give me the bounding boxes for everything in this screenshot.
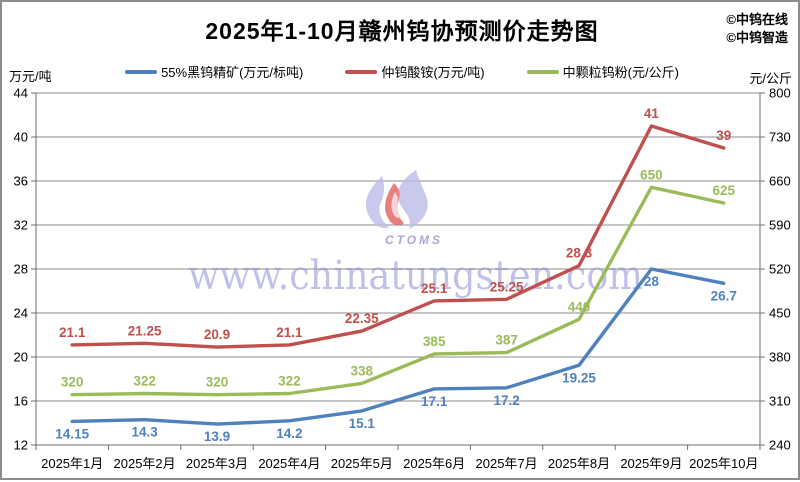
data-label: 14.2	[276, 426, 302, 441]
right-axis-tick-label: 800	[769, 86, 791, 101]
right-axis-tick-label: 240	[769, 438, 791, 453]
data-label: 20.9	[204, 327, 230, 342]
data-label: 387	[495, 333, 518, 348]
data-label: 14.3	[131, 425, 158, 440]
right-axis-unit: 元/公斤	[749, 71, 792, 86]
x-axis-category-label: 2025年9月	[620, 456, 682, 471]
left-axis-tick-label: 20	[14, 350, 28, 365]
logo-center-flame-highlight	[391, 192, 401, 219]
data-label: 625	[713, 183, 736, 198]
series-line-0	[70, 267, 726, 426]
legend-item-black-tungsten-concentrate: 55%黑钨精矿(万元/标吨)	[125, 62, 303, 81]
left-axis-tick-label: 40	[14, 130, 28, 145]
x-axis-category-label: 2025年8月	[548, 456, 610, 471]
data-label: 17.2	[493, 393, 519, 408]
x-axis-category-label: 2025年7月	[476, 456, 538, 471]
credit-line-2: ©中钨智造	[726, 30, 788, 45]
data-label: 385	[423, 334, 446, 349]
data-label: 19.25	[562, 370, 596, 385]
data-label: 650	[640, 167, 663, 182]
x-axis-category-label: 2025年3月	[186, 456, 248, 471]
watermark-logo-text: CTOMS	[385, 233, 443, 247]
x-axis-category-label: 2025年10月	[689, 456, 758, 471]
legend-line-blue-icon	[125, 69, 158, 74]
x-axis-category-label: 2025年2月	[114, 456, 176, 471]
chart-title: 2025年1-10月赣州钨协预测价走势图	[205, 18, 599, 44]
legend-label: 中颗粒钨粉(元/公斤)	[562, 65, 679, 80]
data-label: 22.35	[345, 311, 379, 326]
data-label: 21.25	[128, 323, 162, 338]
left-axis-tick-label: 44	[14, 86, 28, 101]
right-axis-tick-label: 730	[769, 130, 791, 145]
x-axis-category-label: 2025年4月	[258, 456, 320, 471]
data-label: 41	[644, 106, 660, 121]
left-axis-tick-label: 24	[14, 306, 28, 321]
x-axis-category-label: 2025年5月	[331, 456, 393, 471]
data-label: 320	[61, 375, 84, 390]
left-axis-tick-label: 28	[14, 262, 28, 277]
data-label: 25.1	[421, 281, 448, 296]
left-axis-tick-label: 12	[14, 438, 28, 453]
watermark: CTOMS www.chinatungsten.com	[188, 170, 643, 299]
right-axis-tick-label: 310	[769, 394, 791, 409]
legend: 55%黑钨精矿(万元/标吨) 仲钨酸铵(万元/吨) 中颗粒钨粉(元/公斤)	[2, 62, 800, 81]
series-line-2	[70, 185, 726, 397]
right-axis-tick-label: 520	[769, 262, 791, 277]
x-axis-category-label: 2025年6月	[403, 456, 465, 471]
data-label: 21.1	[59, 325, 86, 340]
ctoms-logo-icon	[365, 170, 428, 229]
data-label: 322	[278, 373, 301, 388]
data-label: 13.9	[204, 429, 230, 444]
left-axis-tick-label: 16	[14, 394, 28, 409]
series-line-1	[70, 124, 726, 349]
right-axis-tick-label: 450	[769, 306, 791, 321]
legend-label: 55%黑钨精矿(万元/标吨)	[161, 65, 304, 80]
data-label: 15.1	[349, 416, 376, 431]
right-axis-tick-label: 590	[769, 218, 791, 233]
left-axis-tick-label: 36	[14, 174, 28, 189]
left-axis-tick-label: 32	[14, 218, 28, 233]
watermark-url-text: www.chinatungsten.com	[188, 253, 643, 299]
data-label: 14.15	[55, 426, 89, 441]
data-label: 25.25	[490, 279, 524, 294]
x-axis-category-label: 2025年1月	[41, 456, 103, 471]
credit-line-1: ©中钨在线	[726, 12, 788, 27]
data-label: 28.3	[566, 246, 593, 261]
legend-label: 仲钨酸铵(万元/吨)	[381, 65, 485, 80]
data-label: 28	[644, 274, 660, 289]
data-label: 21.1	[276, 325, 303, 340]
data-label: 320	[206, 375, 229, 390]
data-label: 17.1	[421, 394, 448, 409]
right-axis-tick-label: 380	[769, 350, 791, 365]
legend-line-green-icon	[526, 69, 559, 74]
logo-left-flame	[365, 176, 389, 229]
logo-right-flame	[398, 170, 428, 229]
data-label: 440	[568, 299, 591, 314]
data-label: 26.7	[711, 288, 737, 303]
legend-item-apt: 仲钨酸铵(万元/吨)	[345, 62, 485, 81]
legend-item-tungsten-powder: 中颗粒钨粉(元/公斤)	[526, 62, 679, 81]
credits: ©中钨在线 ©中钨智造	[726, 11, 788, 47]
legend-line-red-icon	[345, 69, 378, 74]
data-label: 338	[351, 363, 374, 378]
data-label: 322	[133, 373, 156, 388]
left-axis-unit: 万元/吨	[9, 69, 52, 84]
right-axis-tick-label: 660	[769, 174, 791, 189]
data-label: 39	[716, 128, 731, 143]
